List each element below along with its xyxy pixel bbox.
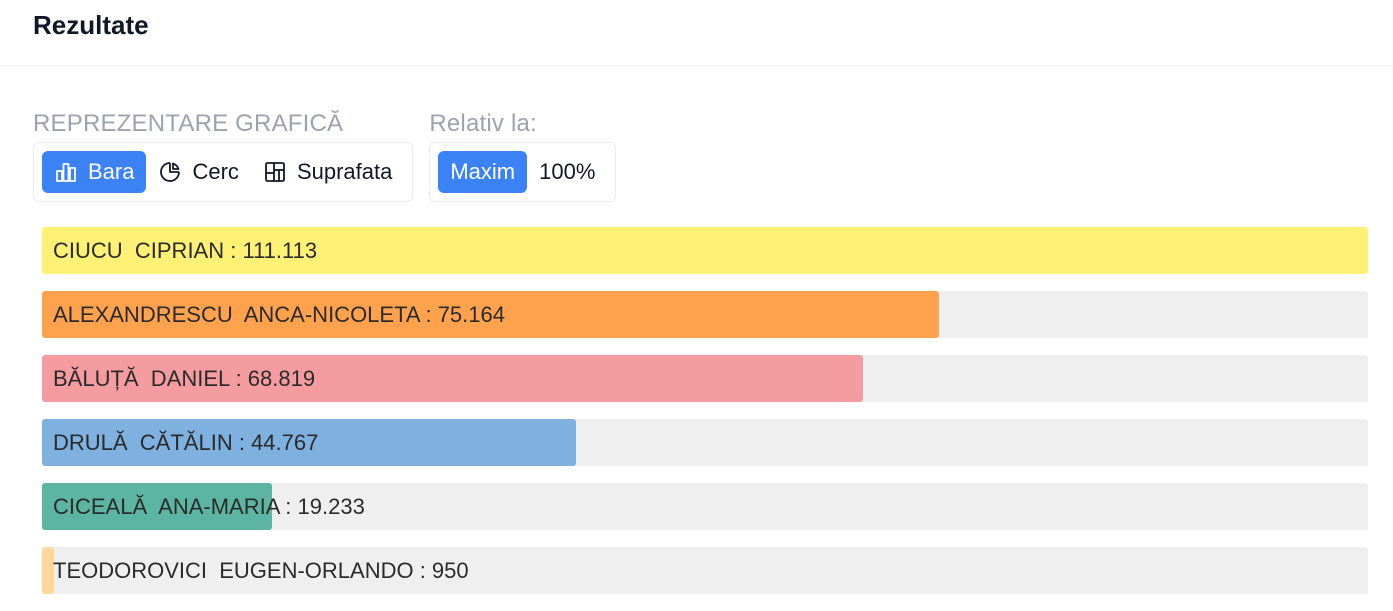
relative-group: Relativ la: Maxim 100% (429, 108, 617, 202)
bar-row: CICEALĂ ANA-MARIA : 19.233 (42, 483, 1368, 530)
results-header: Rezultate (0, 0, 1393, 66)
bar-fill (42, 291, 939, 338)
bar-view-button[interactable]: Bara (42, 151, 147, 193)
bar-fill (42, 547, 54, 594)
page-title: Rezultate (33, 10, 149, 40)
chart-controls: REPREZENTARE GRAFICĂ Bara Cerc (33, 108, 617, 202)
bar-label: CIUCU CIPRIAN : 111.113 (53, 238, 318, 263)
representation-selector: Bara Cerc Suprafata (33, 142, 414, 202)
relative-100-button[interactable]: 100% (539, 159, 596, 184)
bar-fill (42, 227, 1368, 274)
relative-label: Relativ la: (429, 110, 537, 137)
pie-view-label: Cerc (192, 159, 239, 184)
area-view-label: Suprafata (296, 159, 393, 184)
representation-group: REPREZENTARE GRAFICĂ Bara Cerc (33, 108, 414, 202)
bar-view-label: Bara (88, 159, 135, 184)
bar-row: CIUCU CIPRIAN : 111.113 (42, 227, 1368, 274)
pie-view-button[interactable]: Cerc (146, 151, 250, 193)
bar-row: TEODOROVICI EUGEN-ORLANDO : 950 (42, 547, 1368, 594)
bar-label: ALEXANDRESCU ANCA-NICOLETA : 75.164 (53, 302, 505, 327)
bar-label: TEODOROVICI EUGEN-ORLANDO : 950 (53, 558, 469, 583)
representation-label: REPREZENTARE GRAFICĂ (33, 110, 344, 137)
bar-label: DRULĂ CĂTĂLIN : 44.767 (53, 430, 319, 455)
bar-row: BĂLUȚĂ DANIEL : 68.819 (42, 355, 1368, 402)
relative-selector: Maxim 100% (429, 142, 617, 202)
bar-row: DRULĂ CĂTĂLIN : 44.767 (42, 419, 1368, 466)
bar-label: CICEALĂ ANA-MARIA : 19.233 (53, 494, 365, 519)
bar-row: ALEXANDRESCU ANCA-NICOLETA : 75.164 (42, 291, 1368, 338)
results-bar-chart: CIUCU CIPRIAN : 111.113 ALEXANDRESCU ANCA… (42, 227, 1368, 611)
bar-chart-icon (56, 163, 76, 182)
bar-fill (42, 419, 577, 466)
layout-grid-icon (265, 162, 285, 182)
pie-chart-icon (160, 162, 181, 182)
bar-fill (42, 483, 272, 530)
relative-max-button[interactable]: Maxim (438, 151, 528, 193)
bar-fill (42, 355, 864, 402)
bar-label: BĂLUȚĂ DANIEL : 68.819 (53, 366, 316, 391)
area-view-button[interactable]: Suprafata (251, 151, 404, 193)
